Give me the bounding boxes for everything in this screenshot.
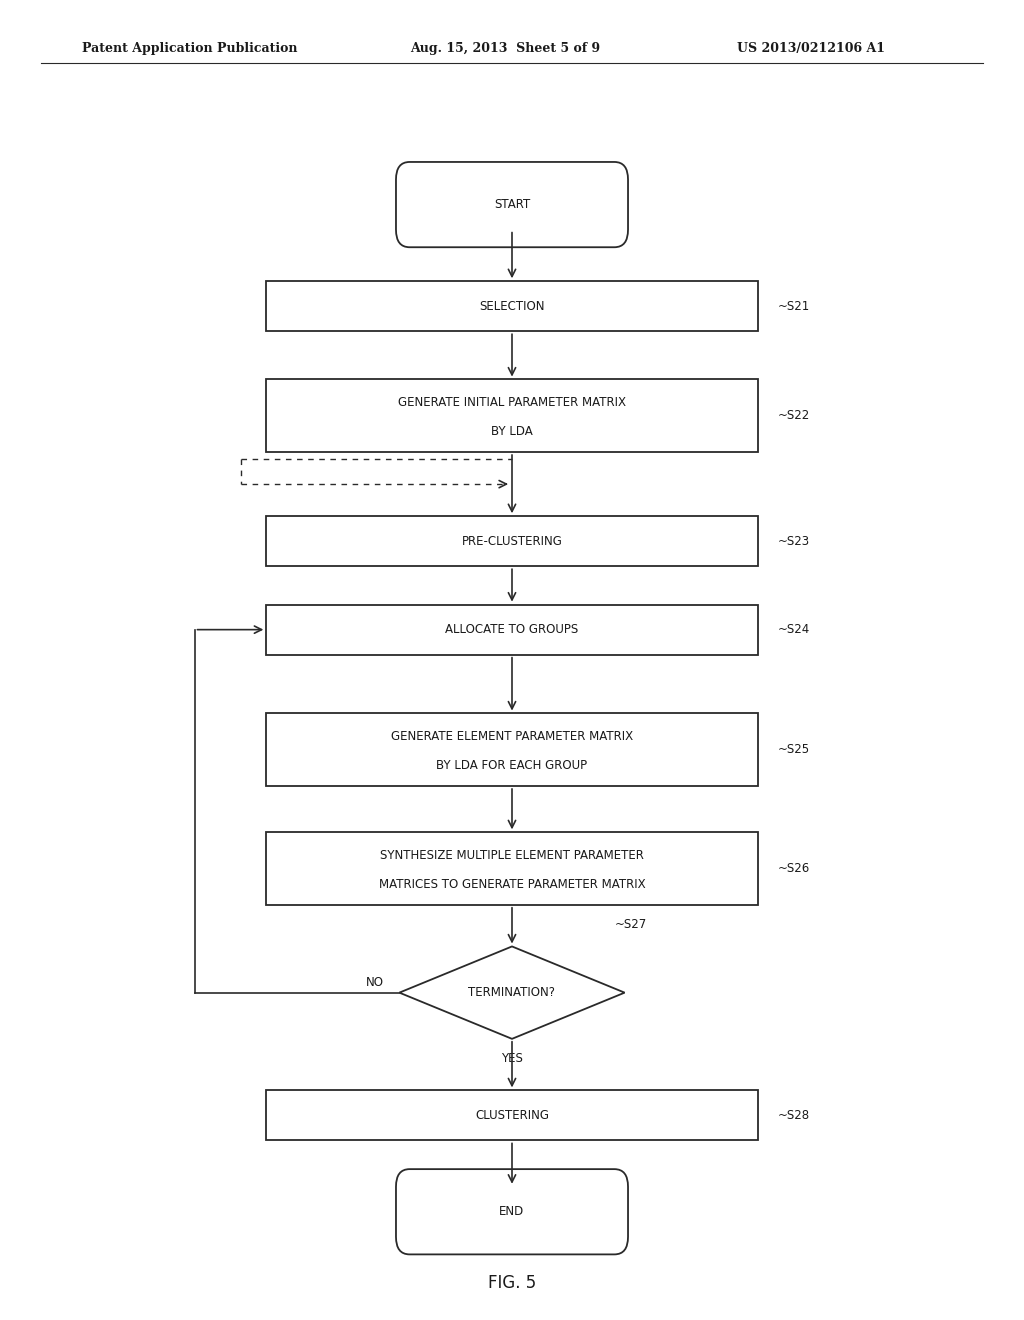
- Text: ~S27: ~S27: [614, 917, 646, 931]
- Text: START: START: [494, 198, 530, 211]
- Text: ~S28: ~S28: [778, 1109, 810, 1122]
- Text: BY LDA: BY LDA: [492, 425, 532, 438]
- Text: ~S25: ~S25: [778, 743, 810, 756]
- Text: ~S21: ~S21: [778, 300, 810, 313]
- Text: ALLOCATE TO GROUPS: ALLOCATE TO GROUPS: [445, 623, 579, 636]
- Text: TERMINATION?: TERMINATION?: [469, 986, 555, 999]
- Text: GENERATE ELEMENT PARAMETER MATRIX: GENERATE ELEMENT PARAMETER MATRIX: [391, 730, 633, 743]
- Text: ~S22: ~S22: [778, 409, 810, 422]
- Text: ~S26: ~S26: [778, 862, 810, 875]
- Text: NO: NO: [366, 975, 384, 989]
- Text: YES: YES: [501, 1052, 523, 1065]
- Text: END: END: [500, 1205, 524, 1218]
- Text: SELECTION: SELECTION: [479, 300, 545, 313]
- FancyBboxPatch shape: [396, 162, 628, 247]
- Bar: [266, 1090, 758, 1140]
- Polygon shape: [399, 946, 625, 1039]
- Bar: [266, 379, 758, 451]
- Bar: [266, 281, 758, 331]
- FancyBboxPatch shape: [396, 1170, 628, 1254]
- Text: Patent Application Publication: Patent Application Publication: [82, 42, 297, 55]
- Text: MATRICES TO GENERATE PARAMETER MATRIX: MATRICES TO GENERATE PARAMETER MATRIX: [379, 878, 645, 891]
- Text: BY LDA FOR EACH GROUP: BY LDA FOR EACH GROUP: [436, 759, 588, 772]
- Text: CLUSTERING: CLUSTERING: [475, 1109, 549, 1122]
- Text: ~S24: ~S24: [778, 623, 810, 636]
- Text: ~S23: ~S23: [778, 535, 810, 548]
- Text: PRE-CLUSTERING: PRE-CLUSTERING: [462, 535, 562, 548]
- Text: US 2013/0212106 A1: US 2013/0212106 A1: [737, 42, 886, 55]
- Text: FIG. 5: FIG. 5: [487, 1274, 537, 1292]
- Bar: [266, 516, 758, 566]
- Text: SYNTHESIZE MULTIPLE ELEMENT PARAMETER: SYNTHESIZE MULTIPLE ELEMENT PARAMETER: [380, 849, 644, 862]
- Text: Aug. 15, 2013  Sheet 5 of 9: Aug. 15, 2013 Sheet 5 of 9: [410, 42, 600, 55]
- Text: GENERATE INITIAL PARAMETER MATRIX: GENERATE INITIAL PARAMETER MATRIX: [398, 396, 626, 409]
- Bar: [266, 605, 758, 655]
- Bar: [266, 713, 758, 787]
- Bar: [266, 833, 758, 906]
